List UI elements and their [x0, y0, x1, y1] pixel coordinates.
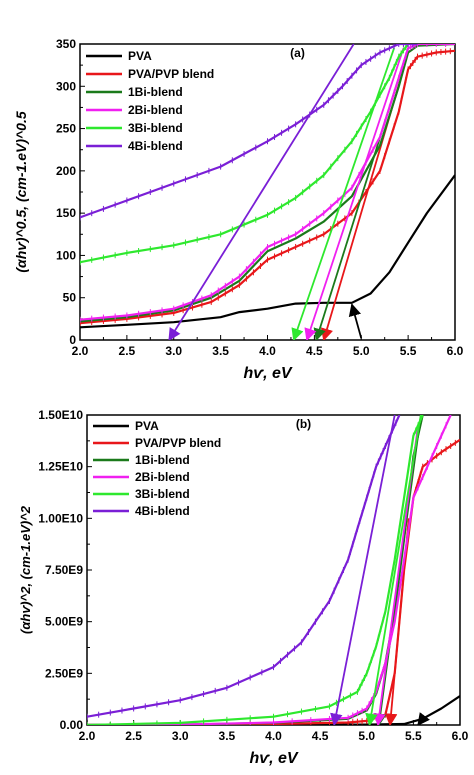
x-tick-label: 6.0	[447, 344, 464, 358]
y-tick-label: 1.50E10	[38, 408, 83, 422]
x-tick-label: 5.0	[353, 344, 370, 358]
y-tick-label: 5.00E9	[45, 615, 83, 629]
x-tick-label: 2.5	[125, 729, 142, 743]
y-tick-label: 150	[56, 206, 76, 220]
x-tick-label: 3.5	[212, 344, 229, 358]
series-line	[87, 415, 401, 718]
x-tick-label: 6.0	[452, 729, 469, 743]
x-tick-label: 3.5	[219, 729, 236, 743]
y-tick-label: 0.00	[60, 718, 84, 732]
y-tick-label: 100	[56, 248, 76, 262]
legend-entry: 3Bi-blend	[128, 121, 183, 135]
legend-entry: 4Bi-blend	[135, 504, 190, 518]
chart-panel-b: 2.0 2.5 3.0 3.5 4.0 4.5 5.0 5.5 6.0 0.00 2.50E9 5.0…	[18, 408, 469, 767]
x-tick-label: 5.5	[400, 344, 417, 358]
fit-arrow	[291, 47, 395, 340]
x-axis-title: hѵ, eV	[243, 365, 292, 382]
plot-area	[87, 415, 460, 725]
plot-area	[80, 44, 455, 340]
legend-entry: 4Bi-blend	[128, 139, 183, 153]
x-tick-label: 5.5	[405, 729, 422, 743]
legend-entry: PVA/PVP blend	[128, 67, 214, 81]
y-axis-title: (αhѵ)^2, (cm-1.eV)^2	[18, 505, 33, 634]
x-tick-label: 5.0	[358, 729, 375, 743]
x-tick-label: 4.5	[306, 344, 323, 358]
legend-entry: PVA/PVP blend	[135, 436, 221, 450]
series-line	[80, 44, 455, 323]
y-tick-label: 300	[56, 79, 76, 93]
fit-arrow	[304, 47, 405, 340]
x-tick-label: 2.5	[119, 344, 136, 358]
panel-label: (a)	[290, 46, 305, 60]
x-tick-label: 4.0	[265, 729, 282, 743]
x-tick-label: 2.0	[79, 729, 96, 743]
legend-entry: PVA	[135, 419, 159, 433]
y-tick-label: 1.00E10	[38, 511, 83, 525]
x-tick-label: 3.0	[165, 344, 182, 358]
x-tick-label: 4.5	[312, 729, 329, 743]
chart-panel-a: 2.0 2.5 3.0 3.5 4.0 4.5 5.0 5.5 6.0 0 50 100 150 200 2…	[13, 37, 464, 382]
y-tick-label: 350	[56, 37, 76, 51]
legend-entry: 1Bi-blend	[135, 453, 190, 467]
y-axis-title: (αhѵ)^0.5, (cm-1.eV)^0.5	[13, 111, 29, 272]
y-tick-label: 2.50E9	[45, 666, 83, 680]
y-tick-label: 0	[69, 333, 76, 347]
legend-entry: 2Bi-blend	[128, 103, 183, 117]
y-tick-label: 200	[56, 164, 76, 178]
fit-arrow	[168, 44, 355, 340]
legend-entry: PVA	[128, 49, 152, 63]
y-tick-label: 7.50E9	[45, 563, 83, 577]
legend-entry: 1Bi-blend	[128, 85, 183, 99]
fit-arrow	[374, 415, 422, 725]
x-tick-label: 3.0	[172, 729, 189, 743]
fit-arrow	[417, 712, 430, 725]
panel-label: (b)	[296, 417, 311, 431]
legend-entry: 2Bi-blend	[135, 470, 190, 484]
y-tick-label: 250	[56, 122, 76, 136]
x-tick-label: 4.0	[259, 344, 276, 358]
x-tick-label: 2.0	[72, 344, 89, 358]
fit-arrow	[348, 303, 363, 339]
fit-arrow	[365, 415, 422, 725]
y-tick-label: 50	[63, 291, 77, 305]
x-axis-title: hѵ, eV	[249, 750, 298, 767]
fit-arrow	[330, 415, 396, 725]
y-tick-label: 1.25E10	[38, 460, 83, 474]
legend-entry: 3Bi-blend	[135, 487, 190, 501]
